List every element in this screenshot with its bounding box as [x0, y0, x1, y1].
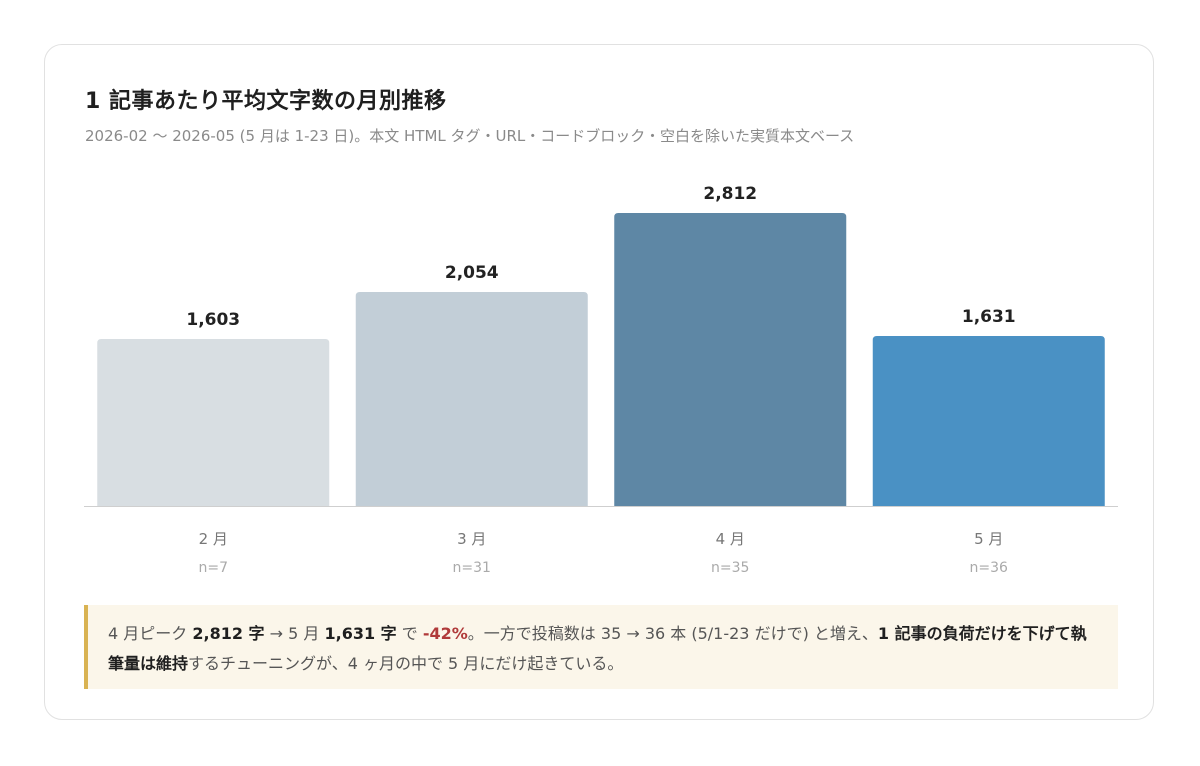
bar-chart: 1,603 2 月 n=7 2,054 3 月 n=31 2,812 4 月 n=35 1,631…: [84, 184, 1118, 576]
x-tick-label: 3 月: [457, 530, 486, 548]
bar-value-label: 2,054: [445, 263, 499, 283]
sample-size-label: n=7: [198, 560, 228, 576]
note-text-1: 4 月ピーク: [108, 624, 193, 643]
sample-size-label: n=36: [970, 560, 1009, 576]
bar-value-label: 1,631: [962, 307, 1016, 327]
note-peak-value: 2,812 字: [192, 624, 265, 643]
sample-size-label: n=31: [453, 560, 491, 576]
x-tick-label: 4 月: [716, 530, 745, 548]
bar-2: [355, 291, 588, 506]
note-text-3: で: [396, 624, 423, 643]
bar-value-label: 1,603: [186, 310, 240, 330]
note-change-percent: -42%: [422, 624, 468, 643]
x-tick-label: 2 月: [199, 530, 228, 548]
sample-size-label: n=35: [711, 560, 749, 576]
bar-3: [614, 213, 847, 506]
bar-value-label: 2,812: [703, 184, 757, 204]
chart-subtitle: 2026-02 〜 2026-05 (5 月は 1-23 日)。本文 HTML …: [85, 127, 855, 145]
note-text-4: 。一方で投稿数は 35 → 36 本 (5/1-23 だけで) と増え、: [467, 624, 878, 643]
note-highlight: 1 記事の負荷だけを下げて執筆量は維持: [108, 624, 1087, 673]
bar-4: [872, 336, 1105, 506]
note-text-2: → 5 月: [264, 624, 325, 643]
chart-card: 1 記事あたり平均文字数の月別推移 2026-02 〜 2026-05 (5 月…: [44, 44, 1154, 720]
chart-title: 1 記事あたり平均文字数の月別推移: [85, 89, 447, 114]
insight-note: 4 月ピーク 2,812 字 → 5 月 1,631 字 で -42%。一方で投…: [84, 605, 1118, 689]
note-may-value: 1,631 字: [324, 624, 397, 643]
note-text-5: するチューニングが、4 ヶ月の中で 5 月にだけ起きている。: [188, 654, 624, 673]
x-tick-label: 5 月: [974, 530, 1003, 548]
bar-1: [97, 338, 330, 506]
